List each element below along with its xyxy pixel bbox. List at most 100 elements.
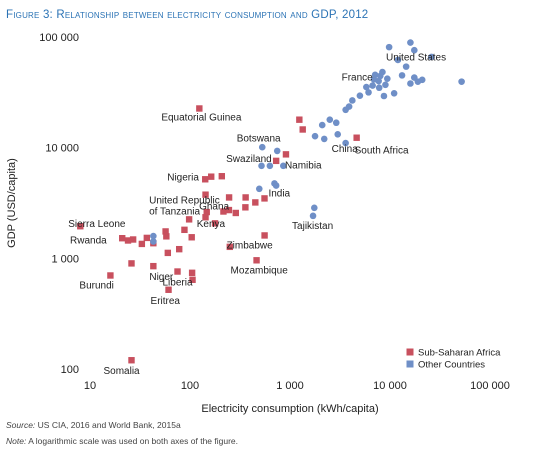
x-tick-label: 100 (181, 380, 199, 392)
note-text: A logarithmic scale was used on both axe… (26, 436, 239, 446)
other-point (418, 76, 426, 84)
other-point (258, 162, 265, 170)
point-label: Botswana (237, 133, 281, 144)
point-label: Niger (149, 272, 174, 283)
x-tick-label: 10 (84, 380, 96, 392)
ssa-point (163, 233, 170, 240)
point-label: Nigeria (167, 172, 199, 183)
point-label: Rwanda (70, 235, 107, 246)
other-point (411, 46, 418, 54)
ssa-point (261, 195, 268, 202)
x-axis-label: Electricity consumption (kWh/capita) (201, 403, 378, 415)
point-label: South Africa (355, 146, 409, 157)
y-tick-label: 1 000 (51, 253, 79, 265)
ssa-point (211, 220, 219, 227)
point-label: Equatorial Guinea (161, 112, 241, 123)
point-label: Mozambique (231, 265, 289, 276)
point-label: Sierra Leone (68, 219, 126, 230)
point-label: United States (386, 52, 446, 63)
ssa-point (252, 199, 259, 206)
ssa-point (176, 245, 183, 253)
other-point (375, 77, 382, 85)
other-point (390, 89, 398, 97)
other-point (398, 72, 406, 79)
ssa-point (261, 232, 268, 239)
legend-swatch-ssa (406, 348, 414, 356)
other-point (402, 63, 410, 70)
ssa-point (282, 151, 290, 158)
chart-point-labels: Equatorial Guinea Botswana South Africa Swa… (68, 52, 446, 377)
other-point (318, 121, 326, 129)
ssa-point (226, 243, 233, 251)
ssa-point (119, 235, 126, 242)
point-label: China (332, 144, 359, 155)
ssa-point (188, 234, 195, 241)
other-point (309, 212, 317, 220)
point-label: Burundi (79, 280, 113, 291)
note-label: Note: (6, 436, 27, 446)
scale-note: Note: A logarithmic scale was used on bo… (6, 436, 238, 446)
other-point (458, 78, 465, 85)
other-point (272, 182, 280, 189)
other-point (363, 83, 370, 91)
ssa-point (174, 268, 181, 275)
y-tick-label: 100 (61, 364, 79, 376)
other-point (371, 71, 379, 79)
other-point (326, 116, 334, 123)
ssa-point (138, 240, 146, 248)
ssa-point (225, 194, 233, 201)
legend-swatch-other (406, 360, 414, 368)
ssa-point (128, 260, 135, 267)
ssa-point (208, 173, 215, 180)
other-point (334, 131, 342, 138)
point-label: India (268, 188, 290, 199)
ssa-point (128, 357, 135, 364)
ssa-point (242, 204, 249, 211)
x-tick-label: 10 000 (373, 380, 407, 392)
point-label: Eritrea (151, 296, 181, 307)
ssa-point (185, 216, 193, 223)
other-point (311, 132, 319, 140)
other-point (150, 232, 157, 240)
point-label: United Republic of Tanzania (149, 195, 220, 217)
source-note: Source: US CIA, 2016 and World Bank, 201… (6, 420, 181, 430)
other-point (428, 53, 435, 61)
other-point (349, 97, 356, 104)
ssa-point (253, 257, 260, 264)
x-tick-label: 100 000 (470, 380, 510, 392)
ssa-point (202, 214, 209, 221)
ssa-point (353, 134, 360, 141)
ssa-point (189, 276, 196, 283)
ssa-point (202, 176, 209, 183)
ssa-point (272, 157, 280, 165)
y-tick-label: 100 000 (39, 32, 79, 44)
other-point (311, 204, 318, 212)
ssa-point (225, 206, 233, 214)
point-label: Ghana (199, 201, 229, 212)
other-point (273, 147, 281, 155)
ssa-point (165, 286, 172, 293)
point-label: France (342, 73, 374, 84)
other-point (394, 56, 402, 64)
ssa-point (196, 105, 203, 112)
source-text: US CIA, 2016 and World Bank, 2015a (35, 420, 181, 430)
ssa-point (143, 234, 151, 242)
point-label: Namibia (285, 160, 322, 171)
ssa-point (220, 208, 227, 215)
ssa-point (124, 237, 132, 244)
other-point (345, 103, 353, 110)
ssa-point (164, 249, 172, 257)
other-point (384, 75, 391, 82)
ssa-point (232, 209, 239, 217)
ssa-point (162, 228, 169, 235)
other-point (279, 162, 287, 170)
other-point (375, 84, 383, 92)
ssa-point (77, 223, 84, 230)
other-point (385, 43, 393, 51)
ssa-point (203, 208, 210, 216)
ssa-point (202, 191, 209, 198)
other-point (356, 92, 364, 99)
point-label: Swaziland (226, 154, 272, 165)
